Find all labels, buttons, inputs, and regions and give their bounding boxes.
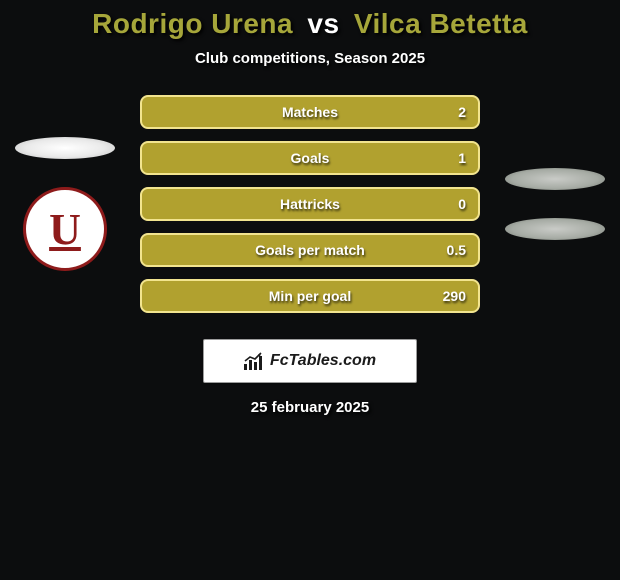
stat-bar: Matches 2 (140, 95, 480, 129)
main-row: U Matches 2 Goals 1 Hattricks 0 Goals per matc… (0, 95, 620, 313)
stat-label: Hattricks (280, 196, 340, 212)
stat-right-value: 1 (458, 150, 466, 166)
chart-icon (244, 352, 264, 370)
stats-column: Matches 2 Goals 1 Hattricks 0 Goals per match 0… (140, 95, 480, 313)
stat-label: Goals (291, 150, 330, 166)
stat-right-value: 0.5 (447, 242, 466, 258)
title-row: Rodrigo Urena vs Vilca Betetta (0, 4, 620, 50)
club-badge-letter: U (49, 204, 81, 255)
right-side-col (500, 168, 610, 240)
brand-text: FcTables.com (270, 352, 376, 370)
stat-right-value: 0 (458, 196, 466, 212)
vs-label: vs (301, 8, 345, 39)
stat-right-value: 290 (443, 288, 466, 304)
stat-label: Goals per match (255, 242, 365, 258)
comparison-card: Rodrigo Urena vs Vilca Betetta Club comp… (0, 0, 620, 416)
brand-badge: FcTables.com (203, 339, 417, 383)
club-badge: U (23, 187, 107, 271)
stat-right-value: 2 (458, 104, 466, 120)
player1-name: Rodrigo Urena (92, 8, 293, 39)
stat-label: Matches (282, 104, 338, 120)
stat-label: Min per goal (269, 288, 351, 304)
stat-bar: Min per goal 290 (140, 279, 480, 313)
player2-shadow-ellipse-1 (505, 168, 605, 190)
footer-date: 25 february 2025 (0, 397, 620, 416)
left-side-col: U (10, 137, 120, 271)
player2-shadow-ellipse-2 (505, 218, 605, 240)
player2-name: Vilca Betetta (354, 8, 528, 39)
stat-bar: Hattricks 0 (140, 187, 480, 221)
stat-bar: Goals per match 0.5 (140, 233, 480, 267)
subtitle: Club competitions, Season 2025 (0, 50, 620, 95)
stat-bar: Goals 1 (140, 141, 480, 175)
player1-shadow-ellipse (15, 137, 115, 159)
